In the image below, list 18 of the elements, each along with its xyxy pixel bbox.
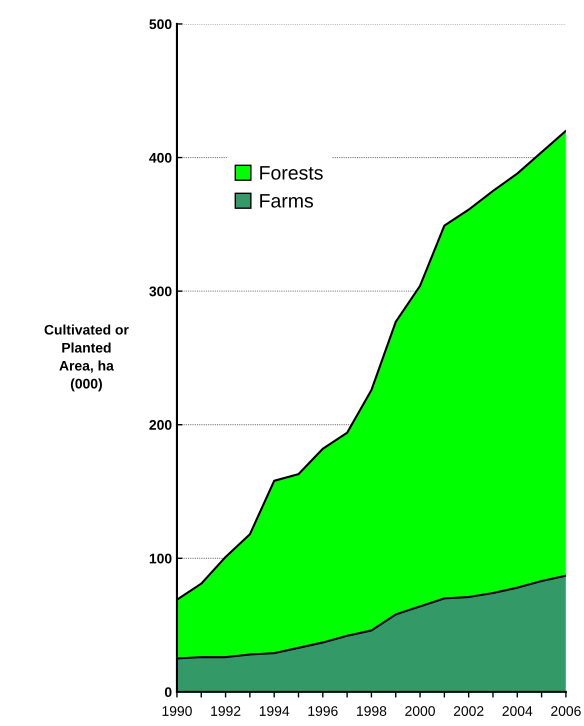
legend-label: Farms [260,194,314,208]
x-tick-label: 2004 [502,706,532,716]
y-tick-label: 400 [149,152,172,163]
x-tick-label: 1998 [357,706,386,716]
y-tick-label: 0 [164,687,172,698]
y-tick-label: 500 [149,19,172,30]
y-tick-label: 200 [149,420,172,430]
x-tick-label: 1990 [162,706,192,716]
x-tick-label: 2002 [454,706,484,716]
y-axis-title: Cultivated or Planted Area, ha (000) [44,324,129,392]
x-tick-label: 1992 [211,706,240,716]
x-tick-label: 2006 [551,706,581,716]
x-tick-label: 1994 [260,706,290,716]
x-tick-label: 2000 [405,706,435,716]
y-tick-label: 300 [149,286,172,296]
y-tick-label: 100 [150,554,172,564]
x-tick-label: 1996 [308,706,338,716]
legend-label: Forests [260,166,323,180]
